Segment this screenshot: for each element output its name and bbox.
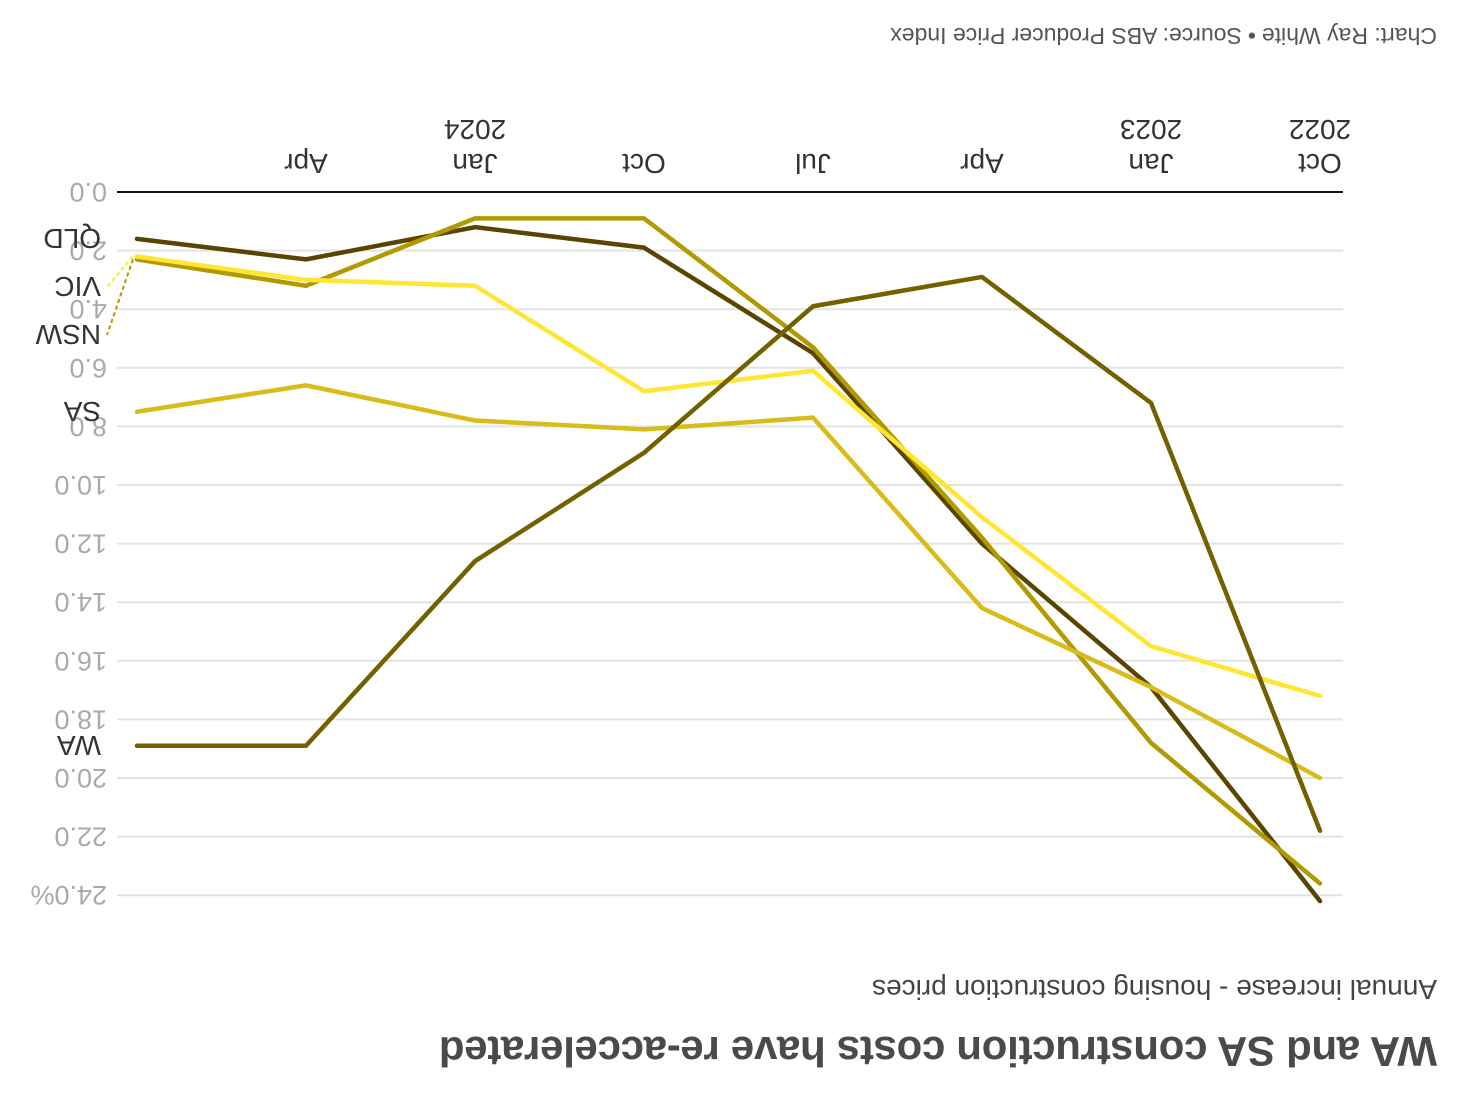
y-tick-label: 4.0 [69, 294, 107, 324]
x-tick-label-year: 2023 [1120, 114, 1182, 145]
series-label-sa: SA [63, 396, 101, 427]
y-tick-label: 14.0 [54, 587, 107, 617]
series-label-nsw: NSW [35, 319, 101, 350]
gridlines [117, 191, 1343, 897]
x-tick-label: Jan [452, 148, 497, 179]
x-tick-label: Apr [284, 148, 328, 179]
y-tick-label: 12.0 [54, 529, 107, 559]
x-tick-label: Oct [622, 148, 666, 179]
series-line-qld [134, 224, 1323, 904]
series-end-labels: QLD VIC NSW SA WA [35, 223, 134, 761]
separator-dot-icon: • [1247, 23, 1256, 49]
data-source: Source: ABS Producer Price Index [890, 23, 1242, 49]
y-tick-label: 0.0 [69, 177, 107, 207]
label-leader-vic [106, 255, 134, 288]
y-tick-label: 2.0 [69, 236, 107, 266]
y-tick-label: 10.0 [54, 470, 107, 500]
y-tick-label: 6.0 [69, 353, 107, 383]
series-line-sa [134, 383, 1323, 781]
y-tick-label: 8.0 [69, 411, 107, 441]
y-tick-label: 18.0 [54, 704, 107, 734]
series-label-vic: VIC [54, 271, 101, 302]
y-tick-label: 16.0 [54, 646, 107, 676]
label-leader-nsw [106, 259, 134, 336]
series-label-wa: WA [57, 730, 101, 761]
x-tick-label: Oct [1298, 148, 1342, 179]
chart-credit: Chart: Ray White [1261, 23, 1437, 49]
series-label-qld: QLD [43, 223, 101, 254]
x-tick-label: Jul [795, 148, 831, 179]
series-lines [134, 216, 1323, 904]
y-tick-label: 22.0 [54, 822, 107, 852]
y-tick-label: 20.0 [54, 763, 107, 793]
series-line-nsw [134, 216, 1323, 886]
chart-source: Chart: Ray White•Source: ABS Producer Pr… [890, 22, 1437, 49]
series-line-wa [134, 274, 1323, 833]
series-line-vic [134, 254, 1323, 699]
x-tick-label: Jan [1128, 148, 1173, 179]
x-tick-label-year: 2024 [444, 114, 506, 145]
x-tick-label-year: 2022 [1289, 114, 1351, 145]
y-axis-ticks: 0.0 2.0 4.0 6.0 8.0 10.0 12.0 14.0 16.0 18.0 20.0 2… [30, 177, 107, 910]
y-tick-label: 24.0% [30, 880, 107, 910]
x-tick-label: Apr [960, 148, 1004, 179]
